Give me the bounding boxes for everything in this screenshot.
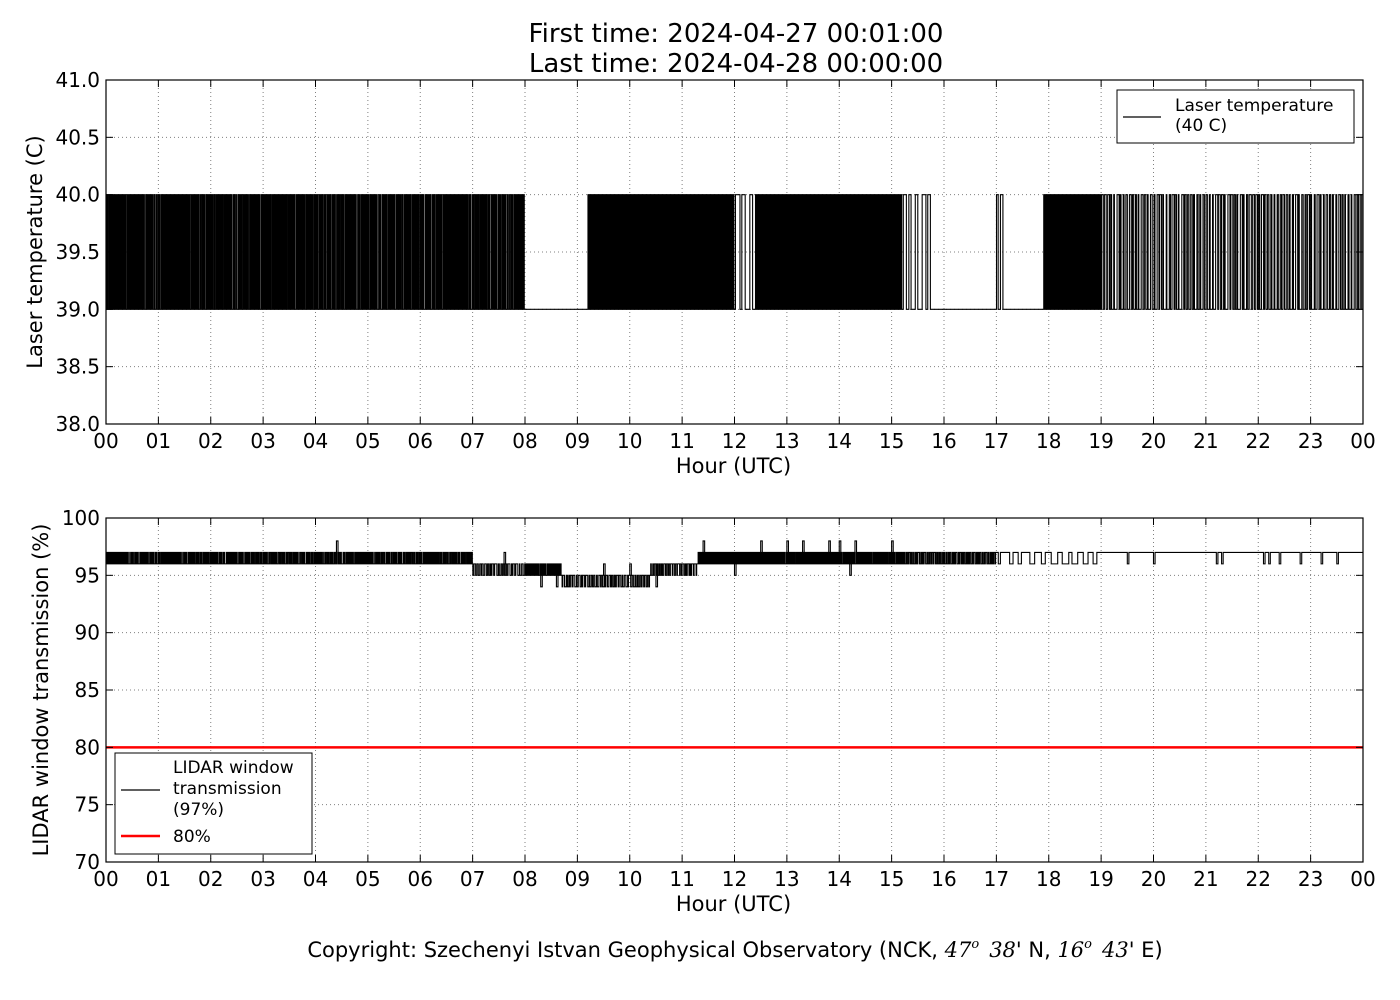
y-tick-label: 80 xyxy=(75,735,100,759)
x-tick-label: 10 xyxy=(617,429,642,453)
y-tick-label: 38.5 xyxy=(55,355,100,379)
x-tick-label: 10 xyxy=(617,867,642,891)
x-tick-label: 00 xyxy=(1350,429,1375,453)
footer-lon-degree-symbol: o xyxy=(1084,937,1092,952)
x-tick-label: 22 xyxy=(1246,429,1271,453)
footer-prefix: Copyright: Szechenyi Istvan Geophysical … xyxy=(307,938,944,962)
x-tick-label: 02 xyxy=(198,867,223,891)
y-tick-label: 41.0 xyxy=(55,68,100,92)
x-tick-label: 12 xyxy=(722,429,747,453)
x-tick-label: 16 xyxy=(931,429,956,453)
x-tick-label: 11 xyxy=(669,867,694,891)
x-tick-label: 19 xyxy=(1088,429,1113,453)
x-tick-label: 07 xyxy=(460,429,485,453)
footer-lat-minutes: 38 xyxy=(989,938,1016,962)
x-tick-label: 06 xyxy=(408,867,433,891)
footer-lon-tail: ' E) xyxy=(1129,938,1163,962)
footer-lat-degrees: 47 xyxy=(944,938,972,962)
x-tick-label: 04 xyxy=(303,429,328,453)
x-tick-label: 13 xyxy=(774,867,799,891)
chart-title-line-1: First time: 2024-04-27 00:01:00 xyxy=(529,19,944,49)
x-tick-label: 18 xyxy=(1036,429,1061,453)
y-tick-label: 100 xyxy=(62,506,100,530)
x-tick-label: 12 xyxy=(722,867,747,891)
x-tick-label: 18 xyxy=(1036,867,1061,891)
y-axis-label: LIDAR window transmission (%) xyxy=(29,524,53,857)
x-tick-label: 05 xyxy=(355,429,380,453)
x-tick-label: 17 xyxy=(984,429,1009,453)
x-tick-label: 21 xyxy=(1193,429,1218,453)
x-tick-label: 19 xyxy=(1088,867,1113,891)
x-tick-label: 11 xyxy=(669,429,694,453)
x-tick-label: 07 xyxy=(460,867,485,891)
legend-label-line: (40 C) xyxy=(1175,116,1227,136)
y-axis-label: Laser temperature (C) xyxy=(23,135,47,368)
laser-temperature-panel: 00 01 02 03 04 05 06 07 08 09 10 11 12 13 14 15 16 17 18 19… xyxy=(23,68,1376,478)
x-tick-label: 06 xyxy=(408,429,433,453)
x-tick-label: 05 xyxy=(355,867,380,891)
x-tick-label: 00 xyxy=(93,429,118,453)
y-tick-label: 90 xyxy=(75,621,100,645)
legend-label-lidar-transmission: LIDAR window transmission (97%) xyxy=(173,758,294,820)
legend-label-line: Laser temperature xyxy=(1175,96,1333,116)
x-tick-label: 22 xyxy=(1246,867,1271,891)
x-tick-label: 08 xyxy=(512,867,537,891)
x-tick-label: 23 xyxy=(1298,429,1323,453)
y-tick-label: 70 xyxy=(75,850,100,874)
x-tick-label: 01 xyxy=(146,429,171,453)
y-tick-label: 85 xyxy=(75,678,100,702)
legend-label-threshold: 80% xyxy=(173,827,211,847)
x-tick-label: 03 xyxy=(250,429,275,453)
x-tick-label: 09 xyxy=(565,429,590,453)
laser-temperature-series-line xyxy=(105,194,1363,310)
x-tick-label: 08 xyxy=(512,429,537,453)
copyright-footer: Copyright: Szechenyi Istvan Geophysical … xyxy=(307,937,1162,962)
x-tick-label: 17 xyxy=(984,867,1009,891)
footer-lon-degrees: 16 xyxy=(1057,938,1084,962)
x-tick-label: 20 xyxy=(1141,867,1166,891)
legend-label-line: (97%) xyxy=(173,800,224,820)
x-tick-label: 21 xyxy=(1193,867,1218,891)
x-tick-label: 00 xyxy=(93,867,118,891)
x-tick-label: 13 xyxy=(774,429,799,453)
x-tick-label: 23 xyxy=(1298,867,1323,891)
footer-lat-degree-symbol: o xyxy=(971,937,979,952)
y-tick-label: 75 xyxy=(75,793,100,817)
lidar-transmission-series-line xyxy=(105,540,1363,588)
x-tick-label: 20 xyxy=(1141,429,1166,453)
y-tick-label: 39.0 xyxy=(55,297,100,321)
footer-lon-minutes: 43 xyxy=(1101,938,1129,962)
y-tick-label: 38.0 xyxy=(55,412,100,436)
y-tick-label: 40.5 xyxy=(55,125,100,149)
x-tick-label: 03 xyxy=(250,867,275,891)
x-tick-label: 14 xyxy=(827,429,852,453)
y-tick-label: 95 xyxy=(75,563,100,587)
legend: LIDAR window transmission (97%) 80% xyxy=(114,752,313,855)
legend-label-line: LIDAR window xyxy=(173,758,294,778)
x-axis-label: Hour (UTC) xyxy=(676,454,791,478)
x-tick-label: 14 xyxy=(827,867,852,891)
x-tick-label: 15 xyxy=(879,867,904,891)
x-tick-label: 00 xyxy=(1350,867,1375,891)
x-tick-label: 15 xyxy=(879,429,904,453)
footer-lat-tail: ' N, xyxy=(1016,938,1058,962)
y-tick-label: 40.0 xyxy=(55,183,100,207)
x-tick-label: 02 xyxy=(198,429,223,453)
x-tick-label: 16 xyxy=(931,867,956,891)
legend: Laser temperature (40 C) xyxy=(1116,89,1355,144)
lidar-transmission-panel: 00 01 02 03 04 05 06 07 08 09 10 11 12 13 14 15 16 17 18 19… xyxy=(29,506,1376,916)
x-tick-label: 01 xyxy=(146,867,171,891)
legend-label-line: transmission xyxy=(173,779,282,799)
x-axis-label: Hour (UTC) xyxy=(676,892,791,916)
chart-title-line-2: Last time: 2024-04-28 00:00:00 xyxy=(529,49,943,79)
legend-label-laser-temperature: Laser temperature (40 C) xyxy=(1175,96,1333,136)
x-tick-label: 04 xyxy=(303,867,328,891)
x-tick-label: 09 xyxy=(565,867,590,891)
y-tick-label: 39.5 xyxy=(55,240,100,264)
